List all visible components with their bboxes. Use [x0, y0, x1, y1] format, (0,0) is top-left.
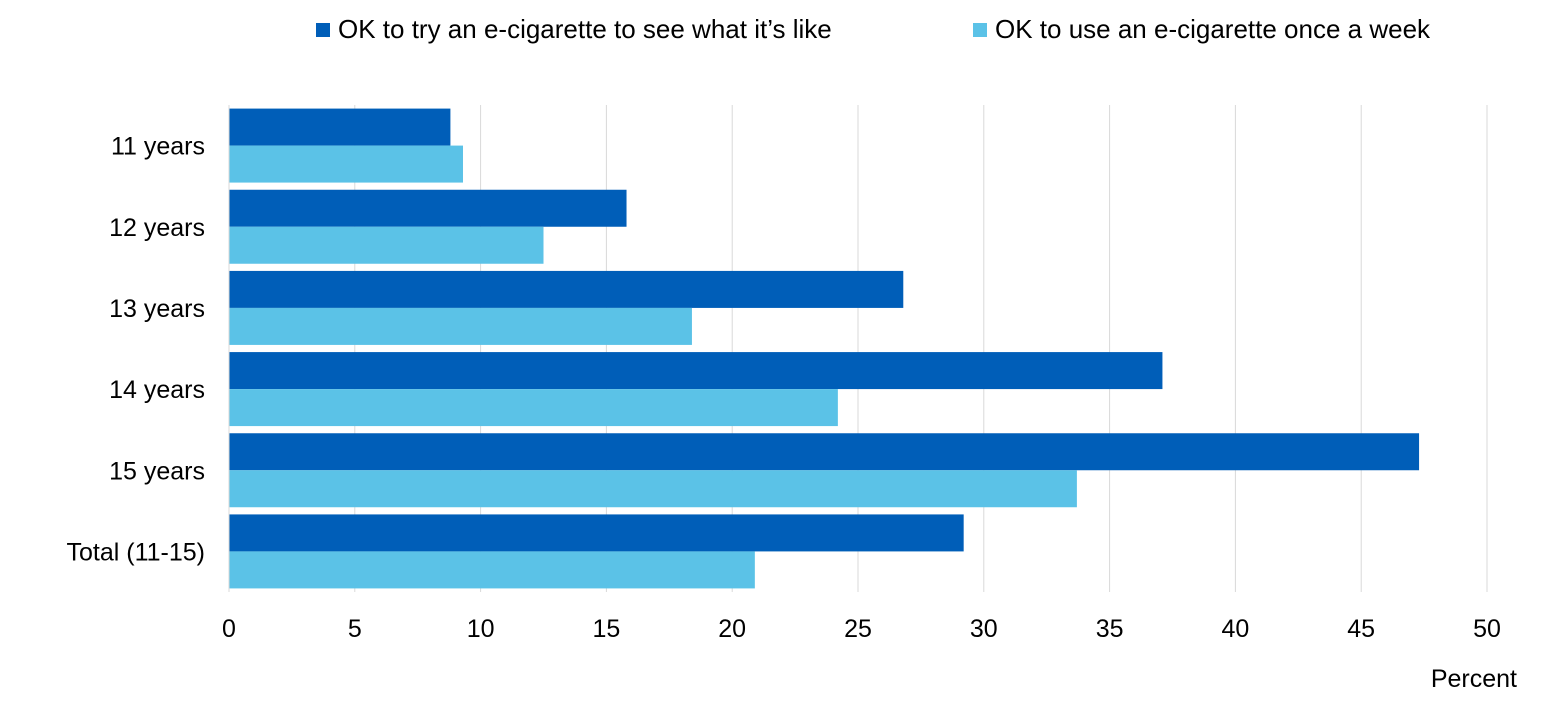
x-tick-label: 20: [718, 615, 746, 643]
x-tick-label: 45: [1347, 615, 1375, 643]
y-tick-label: 13 years: [109, 295, 205, 323]
bar-weekly: [229, 551, 755, 589]
legend-swatch-try: [316, 22, 330, 37]
x-tick-label: 15: [592, 615, 620, 643]
y-tick-label: 12 years: [109, 214, 205, 242]
y-tick-label: 14 years: [109, 376, 205, 404]
x-axis-tick-labels: 0 5 10 15 20 25 30 35 40 45 50: [222, 615, 1501, 643]
bar-try: [229, 433, 1420, 471]
legend-item-try: OK to try an e-cigarette to see what it’…: [316, 14, 832, 45]
bar-weekly: [229, 226, 544, 264]
x-tick-label: 35: [1096, 615, 1124, 643]
x-tick-label: 50: [1473, 615, 1501, 643]
legend-label-try: OK to try an e-cigarette to see what it’…: [338, 14, 832, 44]
x-axis-label: Percent: [1431, 665, 1517, 693]
x-tick-label: 30: [970, 615, 998, 643]
x-tick-label: 25: [844, 615, 872, 643]
bar-try: [229, 514, 964, 552]
y-tick-label: 11 years: [111, 133, 205, 161]
legend-swatch-weekly: [973, 22, 987, 37]
y-axis-tick-labels: 11 years 12 years 13 years 14 years 15 years…: [67, 133, 206, 567]
gridlines: [354, 105, 1488, 592]
bar-weekly: [229, 389, 838, 427]
y-tick-label: 15 years: [109, 457, 205, 485]
legend-label-weekly: OK to use an e-cigarette once a week: [995, 14, 1431, 44]
bar-weekly: [229, 307, 692, 345]
legend-item-weekly: OK to use an e-cigarette once a week: [973, 14, 1430, 45]
bar-try: [229, 352, 1163, 390]
bar-weekly: [229, 145, 463, 183]
bars: [229, 108, 1420, 589]
x-tick-label: 0: [222, 615, 236, 643]
bar-try: [229, 270, 904, 308]
x-tick-label: 5: [348, 615, 362, 643]
bar-try: [229, 108, 451, 146]
bar-try: [229, 189, 627, 227]
y-tick-label: Total (11-15): [67, 538, 206, 566]
x-tick-label: 10: [467, 615, 495, 643]
x-tick-label: 40: [1221, 615, 1249, 643]
bar-weekly: [229, 470, 1077, 508]
